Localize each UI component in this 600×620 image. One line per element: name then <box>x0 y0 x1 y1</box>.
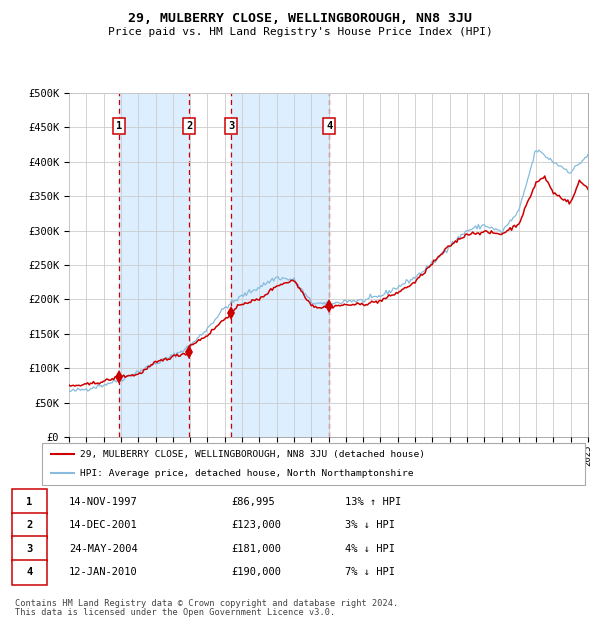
Text: Price paid vs. HM Land Registry's House Price Index (HPI): Price paid vs. HM Land Registry's House … <box>107 27 493 37</box>
Bar <box>119 93 189 437</box>
Text: 1: 1 <box>116 121 122 131</box>
Text: 4: 4 <box>26 567 32 577</box>
Text: 4% ↓ HPI: 4% ↓ HPI <box>345 544 395 554</box>
Text: 13% ↑ HPI: 13% ↑ HPI <box>345 497 401 507</box>
Text: 1: 1 <box>26 497 32 507</box>
Bar <box>232 93 329 437</box>
Text: Contains HM Land Registry data © Crown copyright and database right 2024.: Contains HM Land Registry data © Crown c… <box>15 600 398 608</box>
Text: 12-JAN-2010: 12-JAN-2010 <box>69 567 138 577</box>
Text: HPI: Average price, detached house, North Northamptonshire: HPI: Average price, detached house, Nort… <box>80 469 413 478</box>
Text: 14-DEC-2001: 14-DEC-2001 <box>69 520 138 530</box>
Text: 29, MULBERRY CLOSE, WELLINGBOROUGH, NN8 3JU: 29, MULBERRY CLOSE, WELLINGBOROUGH, NN8 … <box>128 12 472 25</box>
Text: £181,000: £181,000 <box>231 544 281 554</box>
Text: 4: 4 <box>326 121 332 131</box>
Text: 14-NOV-1997: 14-NOV-1997 <box>69 497 138 507</box>
Text: 2: 2 <box>186 121 193 131</box>
Text: 29, MULBERRY CLOSE, WELLINGBOROUGH, NN8 3JU (detached house): 29, MULBERRY CLOSE, WELLINGBOROUGH, NN8 … <box>80 450 425 459</box>
Text: 3: 3 <box>229 121 235 131</box>
Text: This data is licensed under the Open Government Licence v3.0.: This data is licensed under the Open Gov… <box>15 608 335 617</box>
Text: 7% ↓ HPI: 7% ↓ HPI <box>345 567 395 577</box>
Text: 3% ↓ HPI: 3% ↓ HPI <box>345 520 395 530</box>
Text: 2: 2 <box>26 520 32 530</box>
Text: 24-MAY-2004: 24-MAY-2004 <box>69 544 138 554</box>
Text: £123,000: £123,000 <box>231 520 281 530</box>
Text: £190,000: £190,000 <box>231 567 281 577</box>
Text: 3: 3 <box>26 544 32 554</box>
Text: £86,995: £86,995 <box>231 497 275 507</box>
